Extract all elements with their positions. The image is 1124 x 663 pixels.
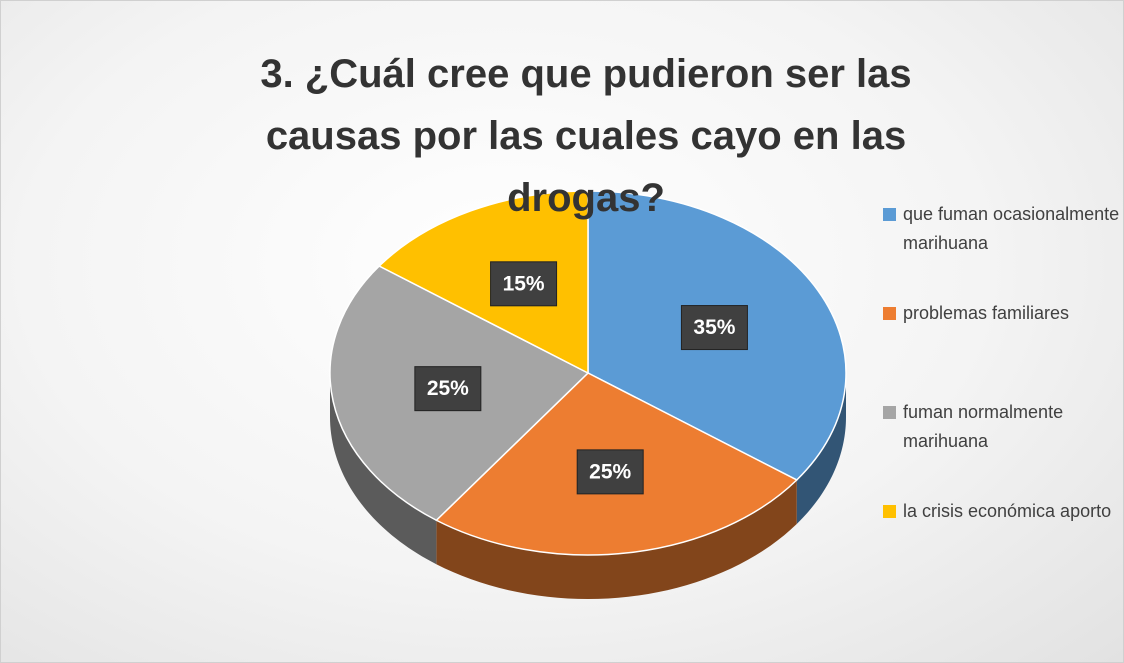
legend-swatch xyxy=(883,208,896,221)
data-label: 15% xyxy=(503,272,545,295)
slice xyxy=(378,190,589,375)
label-box xyxy=(414,366,482,412)
legend-label: fuman normalmente marihuana xyxy=(903,402,1064,451)
data-label: 35% xyxy=(693,316,735,339)
legend-label: la crisis económica aporto xyxy=(903,501,1112,521)
label-box xyxy=(680,305,748,351)
data-label: 25% xyxy=(589,460,631,483)
chart-title: 3. ¿Cuál cree que pudieron ser las causa… xyxy=(260,52,912,220)
legend-swatch xyxy=(883,406,896,419)
legend-swatch xyxy=(883,505,896,518)
label-box xyxy=(490,261,558,307)
slice-side xyxy=(796,373,846,524)
legend-item: que fuman ocasionalmente marihuana xyxy=(883,200,1123,258)
legend-item: fuman normalmente marihuana xyxy=(883,398,1123,456)
legend-label: que fuman ocasionalmente marihuana xyxy=(903,204,1120,253)
legend-label: problemas familiares xyxy=(903,303,1070,323)
legend-item: la crisis económica aporto xyxy=(883,497,1123,526)
legend-swatch xyxy=(883,307,896,320)
slice-side xyxy=(330,373,437,565)
slice-side xyxy=(436,479,797,599)
label-box xyxy=(576,449,644,495)
legend-item: problemas familiares xyxy=(883,299,1123,328)
data-label: 25% xyxy=(427,377,469,400)
